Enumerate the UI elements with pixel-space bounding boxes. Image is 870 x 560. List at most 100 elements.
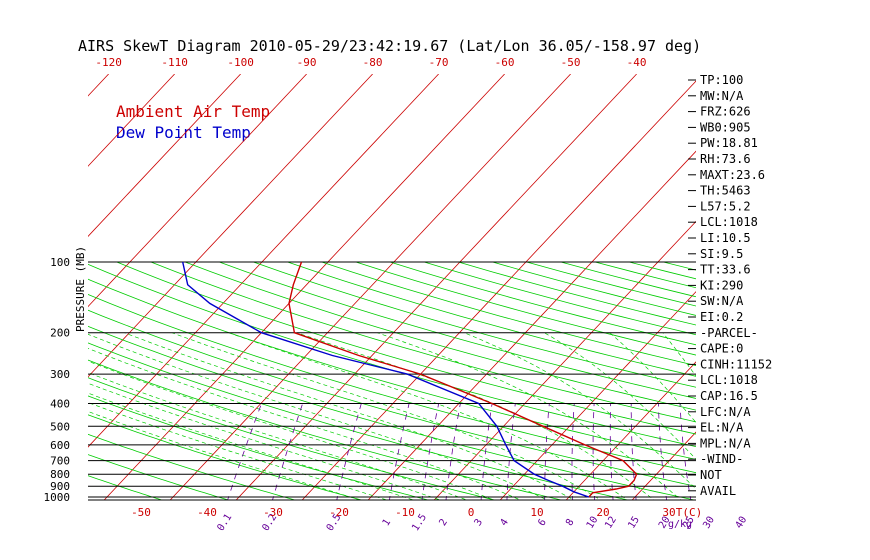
stat-value: SW:N/A — [700, 294, 744, 308]
moist-adiabat-line — [88, 372, 468, 500]
bottom-temp-tick-label: -30 — [263, 506, 283, 519]
moist-adiabat-line — [171, 332, 602, 500]
moist-adiabat-line — [228, 332, 629, 500]
stat-value: FRZ:626 — [700, 105, 751, 119]
top-temp-tick-label: -120 — [95, 56, 122, 69]
dry-adiabat-line — [88, 414, 363, 500]
dry-adiabat-line — [88, 294, 696, 474]
stat-value: LCL:1018 — [700, 215, 758, 229]
dry-adiabat-line — [253, 261, 696, 388]
dry-adiabat-line — [88, 342, 630, 500]
mixing-ratio-line — [679, 403, 692, 500]
dry-adiabat-line — [663, 261, 696, 271]
stat-value: MPL:N/A — [700, 436, 751, 450]
mixing-ratio-label: 4 — [498, 517, 511, 528]
mixing-ratio-label: 6 — [536, 517, 549, 528]
mixing-ratio-label: 40 — [734, 515, 750, 531]
bottom-temp-tick-label: -40 — [197, 506, 217, 519]
bottom-temp-tick-label: 10 — [530, 506, 543, 519]
pressure-tick-label: 500 — [50, 420, 70, 433]
dry-adiabat-line — [88, 454, 230, 500]
stat-value: L57:5.2 — [700, 199, 751, 213]
pressure-tick-label: 100 — [50, 256, 70, 269]
mixing-ratio-label: 8 — [564, 517, 577, 528]
dew-point-temp-trace — [182, 261, 590, 498]
isotherm-line — [103, 74, 505, 500]
pressure-tick-label: 300 — [50, 368, 70, 381]
mixing-ratio-line — [336, 403, 362, 500]
top-temp-tick-label: -80 — [363, 56, 383, 69]
top-temp-tick-label: -50 — [561, 56, 581, 69]
mixing-ratio-label: 0.1 — [215, 512, 234, 533]
dry-adiabat-line — [88, 475, 164, 500]
dry-adiabat-line — [184, 261, 696, 411]
bottom-temp-tick-label: 20 — [596, 506, 609, 519]
mixing-ratio-line — [630, 403, 637, 500]
moist-adiabat-line — [609, 332, 696, 424]
moist-adiabat-line — [88, 333, 548, 500]
dry-adiabat-line — [116, 261, 696, 435]
top-temp-tick-label: -40 — [627, 56, 647, 69]
mixing-ratio-line — [609, 403, 614, 500]
dry-adiabat-line — [88, 278, 696, 460]
dry-adiabat-line — [321, 261, 696, 366]
top-temp-tick-label: -110 — [161, 56, 188, 69]
mixing-ratio-label: 30 — [701, 515, 717, 531]
stat-value: SI:9.5 — [700, 247, 743, 261]
sounding-traces — [182, 261, 638, 498]
pressure-tick-label: 400 — [50, 398, 70, 411]
isobars — [88, 261, 696, 501]
mixing-ratio-label: 1 — [381, 517, 394, 528]
moist-adiabat-line — [88, 411, 362, 500]
stat-value: LI:10.5 — [700, 231, 751, 245]
pressure-tick-label: 1000 — [44, 491, 71, 504]
ambient-air-temp-trace — [288, 261, 638, 498]
stat-value: TH:5463 — [700, 184, 751, 198]
mixing-ratio-line — [480, 403, 493, 500]
moist-adiabat-line — [88, 360, 495, 500]
isotherm-line — [499, 291, 696, 500]
top-temp-tick-label: -60 — [495, 56, 515, 69]
mixing-ratio-unit-label: g/kg — [668, 519, 692, 530]
mixing-ratio-line — [592, 403, 596, 500]
bottom-temp-tick-label: -10 — [395, 506, 415, 519]
moist-adiabat-line — [544, 332, 696, 460]
dry-adiabat-line — [88, 263, 696, 448]
dry-adiabat-line — [88, 395, 430, 500]
mixing-ratio-label: 12 — [603, 515, 619, 531]
isotherm-line — [88, 74, 373, 378]
moist-adiabat-line — [88, 402, 388, 500]
dry-adiabat-line — [389, 261, 696, 346]
stat-value: LCL:1018 — [700, 373, 758, 387]
stat-value: RH:73.6 — [700, 152, 751, 166]
stat-value: AVAIL — [700, 484, 736, 498]
dry-adiabat-line — [88, 325, 696, 500]
axis-labels: 0.1 0.2 0.5 1 1.5 2 3 4 6 8 10 12 15 20 25 30 40g/kg1000… — [44, 56, 750, 533]
x-axis-label: T(C) — [676, 506, 703, 519]
mixing-ratio-line — [227, 403, 262, 500]
stat-value: EL:N/A — [700, 421, 744, 435]
dry-adiabat-line — [150, 261, 696, 423]
stat-value: KI:290 — [700, 278, 743, 292]
mixing-ratio-label: 25 — [681, 515, 697, 531]
dry-adiabat-line — [88, 377, 497, 500]
y-axis-label: PRESSURE (MB) — [74, 246, 87, 332]
isotherm-line — [301, 80, 696, 500]
moist-adiabat-line — [464, 332, 696, 490]
isotherm-line — [367, 150, 696, 500]
legend-dew-point-temp: Dew Point Temp — [116, 123, 251, 142]
dry-adiabat-line — [88, 433, 297, 500]
mixing-ratio-line — [571, 403, 575, 500]
pressure-tick-label: 900 — [50, 480, 70, 493]
dry-adiabat-line — [88, 309, 696, 487]
mixing-ratio-line — [445, 403, 461, 500]
stat-value: MW:N/A — [700, 89, 744, 103]
mixing-ratio-label: 2 — [437, 517, 450, 528]
stat-value: NOT — [700, 468, 722, 482]
top-temp-tick-label: -90 — [297, 56, 317, 69]
isotherm-line — [565, 361, 696, 500]
isotherm-line — [88, 74, 241, 237]
stat-value: LFC:N/A — [700, 405, 751, 419]
mixing-ratio-label: 20 — [657, 515, 673, 531]
